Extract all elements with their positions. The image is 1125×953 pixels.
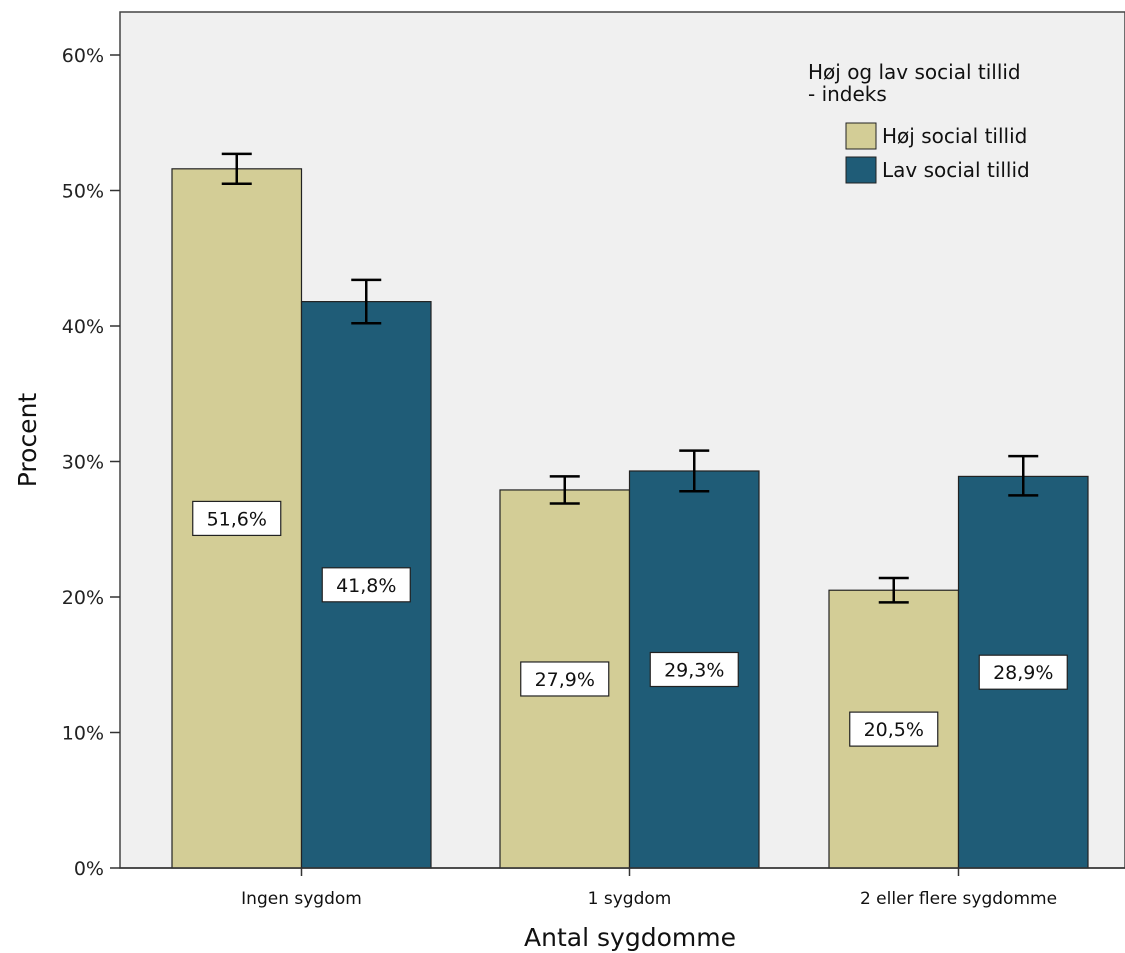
data-label: 29,3% xyxy=(664,659,724,681)
data-label: 28,9% xyxy=(993,662,1053,684)
data-label-box xyxy=(321,567,411,603)
y-tick-label: 30% xyxy=(62,452,104,474)
y-axis-title: Procent xyxy=(13,393,42,488)
x-axis: Ingen sygdom 1 sygdom 2 eller flere sygdom… xyxy=(120,867,1125,909)
legend-swatch-lav xyxy=(845,156,877,184)
y-tick-label: 60% xyxy=(62,45,104,67)
data-label: 27,9% xyxy=(535,669,595,691)
data-label: 51,6% xyxy=(207,508,267,530)
x-tick-label: Ingen sygdom xyxy=(241,889,362,909)
legend: Høj og lav social tillid - indeks Høj so… xyxy=(808,60,1030,184)
y-tick-label: 0% xyxy=(74,858,104,880)
y-tick-label: 40% xyxy=(62,316,104,338)
data-label-box xyxy=(978,654,1068,690)
data-label-box xyxy=(849,711,939,747)
data-label-box xyxy=(192,500,282,537)
x-tick-label: 2 eller flere sygdomme xyxy=(860,889,1057,909)
data-label-box xyxy=(520,661,610,697)
legend-title-line-2: - indeks xyxy=(808,82,887,106)
y-tick-label: 10% xyxy=(62,723,104,745)
data-label: 41,8% xyxy=(336,575,396,597)
x-tick-label: 1 sygdom xyxy=(588,889,672,909)
data-label-box xyxy=(649,651,739,688)
legend-swatch-hoj xyxy=(845,122,877,150)
x-axis-title: Antal sygdomme xyxy=(524,923,736,952)
data-label: 20,5% xyxy=(864,719,924,741)
legend-label-lav: Lav social tillid xyxy=(882,158,1030,182)
legend-title-line-1: Høj og lav social tillid xyxy=(808,60,1021,84)
y-tick-label: 20% xyxy=(62,587,104,609)
legend-label-hoj: Høj social tillid xyxy=(882,124,1027,148)
y-axis: 0% 10% 20% 30% 40% 50% 60% xyxy=(62,45,120,880)
y-tick-label: 50% xyxy=(62,181,104,203)
bars-group: 51,6% 41,8% 27,9% 29,3% 20,5% 28,9% xyxy=(171,152,1089,869)
